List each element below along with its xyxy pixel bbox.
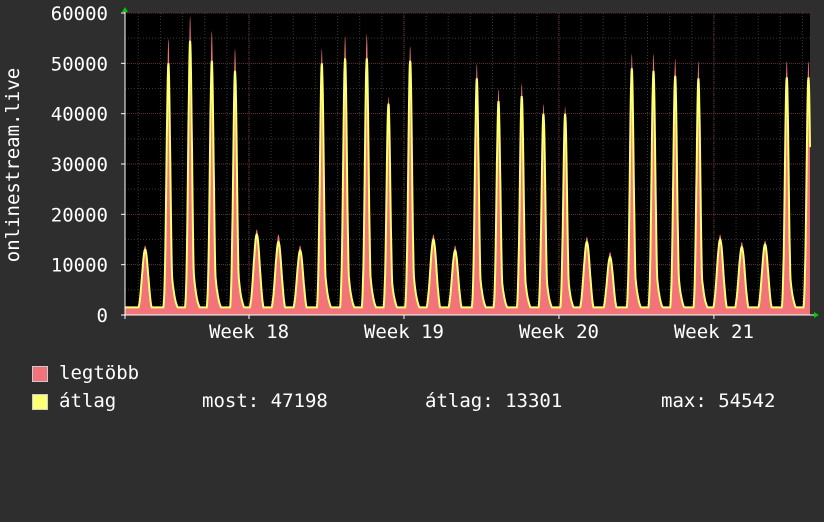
legend-label-max: legtöbb	[59, 362, 140, 384]
x-tick-label: Week 21	[674, 321, 754, 343]
legend-swatch-avg	[32, 394, 48, 410]
y-tick-label: 30000	[51, 154, 108, 176]
stat-max: max: 54542	[661, 390, 776, 412]
y-tick-label: 10000	[51, 255, 108, 277]
y-axis-arrow	[122, 7, 128, 12]
y-tick-label: 60000	[51, 3, 108, 25]
legend-swatch-max	[32, 366, 48, 382]
y-tick-label: 50000	[51, 53, 108, 75]
series	[125, 15, 811, 315]
y-tick-label: 20000	[51, 204, 108, 226]
stat-now: most: 47198	[202, 390, 328, 412]
legend-label-avg: átlag	[59, 390, 117, 412]
x-axis-ticks: Week 18 Week 19 Week 20 Week 21	[209, 315, 754, 343]
y-axis-ticks: 0 10000 20000 30000 40000 50000 60000	[51, 3, 125, 327]
stat-average: átlag: 13301	[425, 390, 563, 412]
legend-row-max: legtöbb	[32, 362, 812, 384]
x-tick-label: Week 18	[209, 321, 289, 343]
x-tick-label: Week 20	[519, 321, 599, 343]
series-line-average	[125, 40, 811, 309]
y-axis-label: onlinestream.live	[2, 68, 24, 262]
x-tick-label: Week 19	[364, 321, 444, 343]
y-tick-label: 0	[97, 305, 108, 327]
series-area-max	[125, 15, 810, 315]
x-axis-arrow	[814, 312, 819, 318]
y-tick-label: 40000	[51, 104, 108, 126]
legend-row-avg: átlag most: 47198 átlag: 13301 max: 5454…	[32, 390, 812, 412]
